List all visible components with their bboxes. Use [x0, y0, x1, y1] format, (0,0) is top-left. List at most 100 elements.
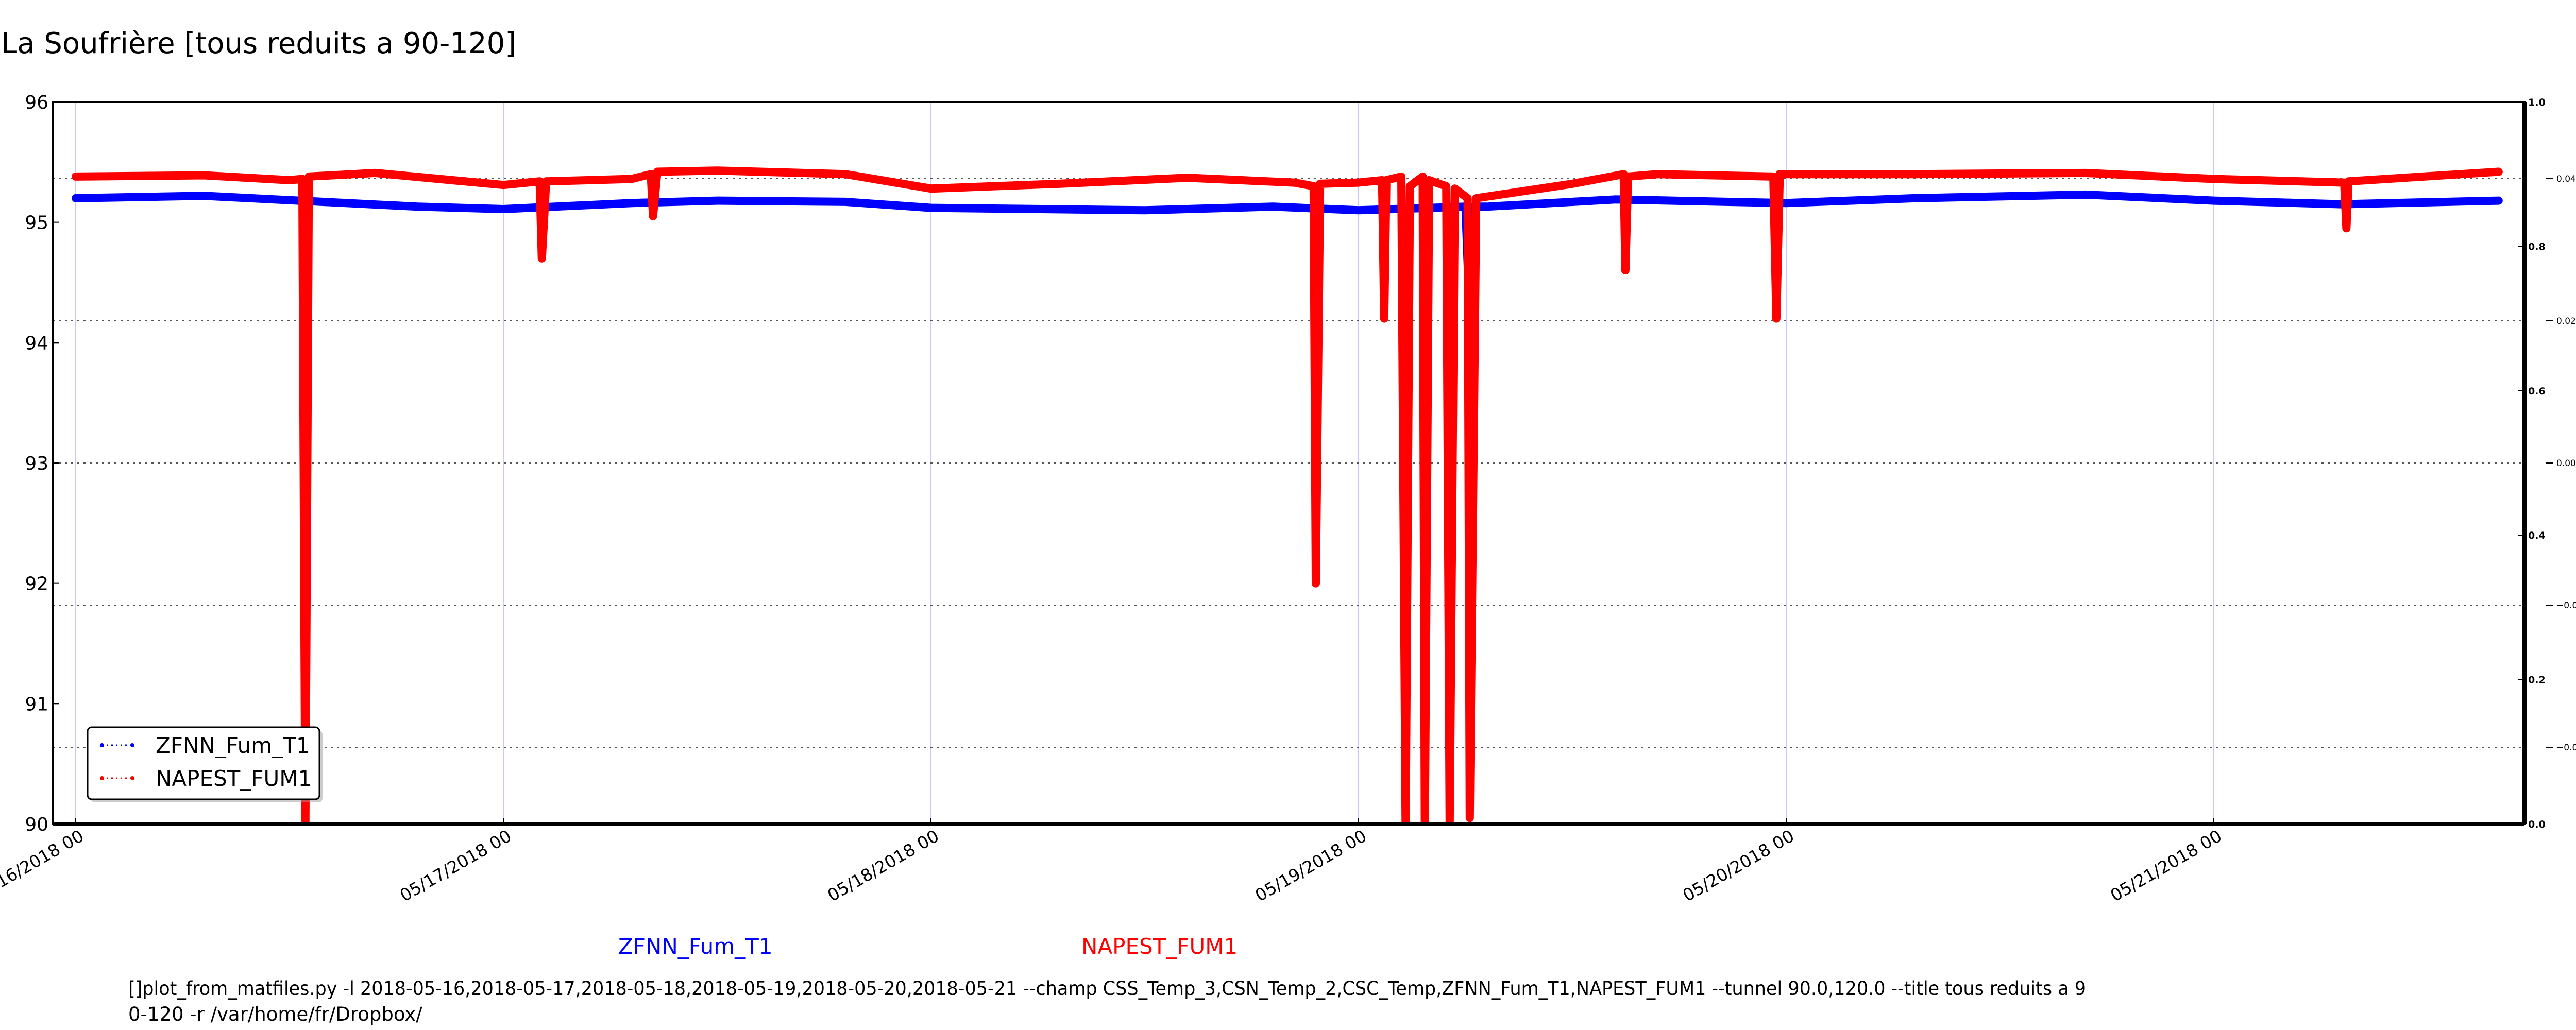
x-tick-label: 05/17/2018 00: [396, 826, 515, 905]
data-point: [540, 257, 543, 260]
data-point: [1453, 187, 1456, 190]
data-point: [631, 178, 633, 180]
third-y-axis: 0.04 0.02 0.00 −0.02 −0.04: [2546, 174, 2576, 753]
data-point: [1913, 173, 1916, 176]
data-point: [1381, 179, 1383, 181]
right-y-tick-label: 0.6: [2528, 386, 2546, 397]
data-point: [2497, 170, 2500, 173]
third-axis-tick-label: 0.00: [2556, 458, 2576, 469]
data-point: [1421, 175, 1424, 178]
data-point: [1657, 173, 1659, 176]
data-point: [502, 208, 504, 210]
series-line-zfnn_fum_t1: [72, 190, 2503, 323]
data-point: [2213, 199, 2215, 202]
data-point: [1785, 202, 1787, 204]
x-tick-label: 05/16/2018 00: [0, 826, 87, 905]
y-tick-label: 95: [25, 213, 48, 234]
data-point: [1385, 179, 1387, 181]
data-point: [1058, 182, 1060, 185]
x-tick-label: 05/19/2018 00: [1251, 826, 1370, 905]
bottom-label-napest: NAPEST_FUM1: [1081, 934, 1238, 959]
data-point: [1312, 185, 1315, 187]
data-point: [1468, 817, 1471, 819]
command-line-1: []plot_from_matfiles.py -l 2018-05-16,20…: [128, 977, 2086, 1000]
data-point: [301, 178, 303, 180]
data-point: [374, 171, 376, 174]
data-point: [538, 180, 541, 183]
series-group: [72, 166, 2503, 824]
data-point: [1144, 209, 1146, 212]
right-y-tick-label: 0.8: [2528, 241, 2546, 252]
data-point: [1409, 185, 1411, 187]
data-point: [1626, 175, 1629, 178]
y-tick-label: 93: [25, 453, 48, 474]
data-point: [1772, 175, 1775, 178]
data-point: [417, 205, 419, 208]
data-point: [656, 170, 658, 173]
data-point: [1445, 185, 1448, 187]
data-point: [844, 200, 846, 203]
data-point: [844, 173, 846, 176]
data-point: [1428, 179, 1430, 181]
data-point: [1475, 197, 1478, 199]
data-point: [650, 173, 652, 176]
y-tick-label: 91: [25, 694, 48, 715]
third-axis-tick-label: −0.04: [2556, 743, 2576, 753]
data-point: [1571, 182, 1573, 185]
data-point: [545, 180, 547, 183]
y-tick-label: 94: [25, 333, 48, 354]
legend-dot-napest-a: [100, 776, 104, 780]
y-tick-label: 90: [25, 814, 48, 835]
data-point: [930, 207, 932, 209]
legend: ZFNN_Fum_T1 NAPEST_FUM1: [87, 726, 323, 802]
data-point: [203, 195, 205, 197]
data-point: [1614, 198, 1616, 201]
legend-box: [87, 726, 320, 800]
data-point: [75, 197, 77, 199]
data-point: [1358, 209, 1360, 212]
grid-lines: [53, 102, 2524, 824]
data-point: [1913, 197, 1916, 199]
x-tick-label: 05/21/2018 00: [2107, 826, 2225, 905]
legend-label-zfnn: ZFNN_Fum_T1: [156, 733, 310, 758]
data-point: [1358, 181, 1360, 184]
data-point: [1622, 173, 1625, 176]
chart-title: La Soufrière [tous reduits a 90-120]: [1, 27, 516, 60]
series-line-napest_fum1: [72, 166, 2503, 824]
data-point: [1400, 175, 1402, 178]
data-point: [1775, 317, 1777, 320]
data-point: [1315, 582, 1317, 585]
third-axis-tick-label: −0.02: [2556, 600, 2576, 611]
data-point: [716, 169, 718, 172]
data-point: [2345, 227, 2348, 230]
data-point: [1319, 182, 1321, 185]
y-tick-label: 92: [25, 574, 48, 595]
legend-dot-zfnn-b: [130, 743, 134, 747]
data-point: [2084, 171, 2087, 174]
data-point: [1272, 205, 1274, 208]
data-point: [1486, 205, 1488, 208]
data-point: [502, 184, 504, 186]
data-point: [1383, 317, 1385, 320]
x-tick-label: 05/20/2018 00: [1679, 826, 1798, 905]
data-point: [203, 174, 205, 177]
legend-dot-zfnn-a: [100, 743, 104, 747]
x-tick-label: 05/18/2018 00: [824, 826, 942, 905]
data-point: [631, 202, 633, 204]
data-point: [1187, 177, 1189, 179]
data-point: [652, 215, 654, 217]
legend-dot-napest-b: [130, 776, 134, 780]
right-y-tick-label: 0.2: [2528, 675, 2546, 686]
data-point: [1293, 181, 1296, 184]
data-point: [289, 179, 291, 181]
data-point: [2343, 181, 2346, 184]
third-axis-tick-label: 0.02: [2556, 316, 2576, 327]
data-point: [75, 175, 77, 178]
x-axis: 05/16/2018 00 05/17/2018 00 05/18/2018 00 0…: [0, 818, 2225, 905]
data-point: [308, 175, 310, 178]
left-y-axis: 90 91 92 93 94 95 96: [25, 92, 59, 835]
data-point: [2347, 180, 2350, 183]
legend-label-napest: NAPEST_FUM1: [156, 766, 312, 791]
data-point: [1624, 269, 1626, 272]
